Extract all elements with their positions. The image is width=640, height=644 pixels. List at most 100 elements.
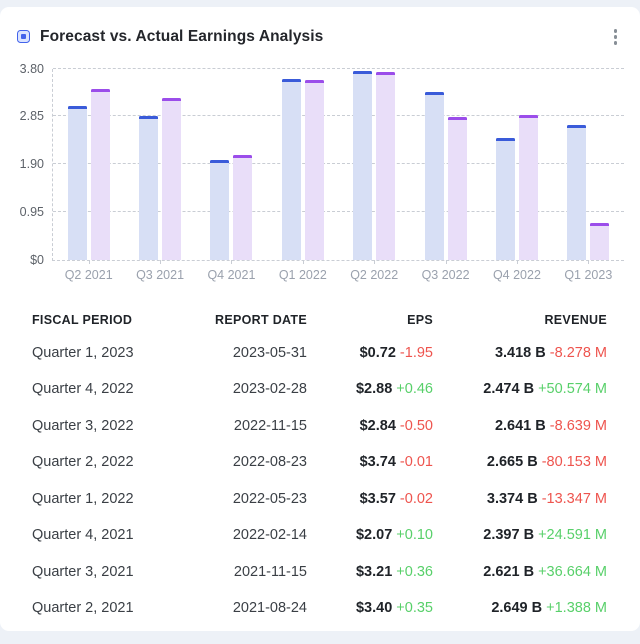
eps-value: $2.84 [359,417,396,434]
x-axis-tick-label: Q4 2021 [207,267,256,282]
col-header-revenue: REVENUE [544,312,607,327]
y-axis-tick-label: 3.80 [19,61,44,76]
bar-group [210,69,253,260]
bar-group [67,69,110,260]
eps-value: $3.40 [355,600,393,617]
x-axis-tick [88,259,90,264]
actual-bar[interactable] [590,223,610,260]
eps-delta: -0.50 [395,417,433,434]
forecast-bar[interactable] [495,137,515,260]
eps-cell: $2.88 +0.46 [307,381,433,397]
y-axis-tick-label: 2.85 [19,109,44,124]
table-row[interactable]: Quarter 3, 2021 2021-11-15 $3.21 +0.36 2.62… [32,554,607,591]
eps-cell: $3.74 -0.01 [307,454,433,470]
col-header-fiscal-period: FISCAL PERIOD [32,312,133,327]
revenue-value: 2.641 B [494,417,546,434]
eps-value: $3.57 [359,490,396,507]
forecast-bar[interactable] [139,116,159,260]
actual-bar[interactable] [90,88,110,260]
gridline [53,163,624,164]
eps-cell: $3.40 +0.35 [307,600,433,616]
report-date-cell: 2021-08-24 [232,600,307,617]
fiscal-period-cell: Quarter 1, 2022 [32,490,134,507]
fiscal-period-cell: Quarter 4, 2022 [32,381,134,398]
table-row[interactable]: Quarter 2, 2021 2021-08-24 $3.40 +0.35 2.64… [32,590,607,627]
eps-delta: -1.95 [395,344,433,361]
x-axis-tick-label: Q3 2022 [421,267,470,282]
fiscal-period-cell: Quarter 2, 2021 [32,600,134,617]
actual-bar[interactable] [447,116,467,260]
eps-value: $0.72 [359,344,396,361]
col-header-report-date: REPORT DATE [215,312,307,327]
revenue-value: 2.649 B [491,600,543,617]
x-axis-tick [445,259,447,264]
bar-group [567,69,610,260]
eps-value: $2.88 [355,381,393,398]
forecast-bar[interactable] [353,71,373,260]
actual-bar[interactable] [304,80,324,260]
bar-group [353,69,396,260]
table-row[interactable]: Quarter 4, 2021 2022-02-14 $2.07 +0.10 2.39… [32,517,607,554]
eps-delta: +0.10 [392,527,433,544]
earnings-analysis-card: Forecast vs. Actual Earnings Analysis $0… [0,7,640,631]
revenue-delta: +36.664 M [534,563,607,580]
forecast-bar[interactable] [210,160,230,260]
report-date-cell: 2022-02-14 [232,527,307,544]
eps-delta: -0.02 [395,490,433,507]
revenue-value: 2.665 B [486,454,538,471]
eps-value: $2.07 [355,527,393,544]
revenue-cell: 2.621 B +36.664 M [433,564,607,580]
revenue-value: 3.374 B [486,490,538,507]
earnings-table: FISCAL PERIOD REPORT DATE EPS REVENUE Qu… [32,305,607,627]
forecast-bar[interactable] [567,125,587,260]
x-axis-tick [231,259,233,264]
nested-square-icon [17,30,30,44]
x-axis-tick-label: Q1 2023 [564,267,613,282]
card-title: Forecast vs. Actual Earnings Analysis [40,27,324,45]
x-axis-tick-label: Q2 2021 [64,267,113,282]
eps-delta: -0.01 [395,454,433,471]
revenue-cell: 2.665 B -80.153 M [433,454,607,470]
x-axis-tick [160,259,162,264]
table-row[interactable]: Quarter 1, 2022 2022-05-23 $3.57 -0.02 3.37… [32,481,607,518]
x-axis-tick-label: Q2 2022 [350,267,399,282]
forecast-bar[interactable] [424,91,444,260]
revenue-delta: +24.591 M [534,527,607,544]
table-row[interactable]: Quarter 4, 2022 2023-02-28 $2.88 +0.46 2.47… [32,371,607,408]
fiscal-period-cell: Quarter 1, 2023 [32,344,134,361]
actual-bar[interactable] [233,155,253,260]
x-axis-tick-label: Q4 2022 [492,267,541,282]
actual-bar[interactable] [376,71,396,260]
y-axis-tick-label: 0.95 [19,204,44,219]
revenue-delta: -13.347 M [537,490,607,507]
fiscal-period-cell: Quarter 3, 2021 [32,563,134,580]
kebab-menu-icon[interactable] [607,25,625,49]
eps-cell: $2.84 -0.50 [307,418,433,434]
table-header-row: FISCAL PERIOD REPORT DATE EPS REVENUE [32,305,607,335]
revenue-cell: 2.397 B +24.591 M [433,527,607,543]
x-axis-tick [588,259,590,264]
earnings-bar-chart: $0 0.95 1.90 2.85 3.80 Q2 2021 Q3 2021 Q4 2021 Q… [0,59,640,289]
x-axis-tick-label: Q3 2021 [136,267,185,282]
col-header-eps: EPS [407,312,433,327]
table-row[interactable]: Quarter 2, 2022 2022-08-23 $3.74 -0.01 2.66… [32,444,607,481]
revenue-value: 2.474 B [483,381,535,398]
bar-group [139,69,182,260]
eps-cell: $2.07 +0.10 [307,527,433,543]
actual-bar[interactable] [518,114,538,260]
revenue-delta: -80.153 M [537,454,607,471]
fiscal-period-cell: Quarter 4, 2021 [32,527,134,544]
revenue-cell: 3.418 B -8.278 M [433,345,607,361]
actual-bar[interactable] [162,98,182,260]
fiscal-period-cell: Quarter 3, 2022 [32,417,134,434]
table-row[interactable]: Quarter 1, 2023 2023-05-31 $0.72 -1.95 3.41… [32,335,607,372]
x-axis-tick-label: Q1 2022 [278,267,327,282]
report-date-cell: 2022-08-23 [232,454,307,471]
chart-plot: $0 0.95 1.90 2.85 3.80 Q2 2021 Q3 2021 Q4 2021 Q… [20,62,624,282]
table-row[interactable]: Quarter 3, 2022 2022-11-15 $2.84 -0.50 2.64… [32,408,607,445]
x-axis-tick [374,259,376,264]
revenue-delta: +50.574 M [534,381,607,398]
eps-delta: +0.35 [392,600,433,617]
forecast-bar[interactable] [67,106,87,260]
forecast-bar[interactable] [281,79,301,260]
